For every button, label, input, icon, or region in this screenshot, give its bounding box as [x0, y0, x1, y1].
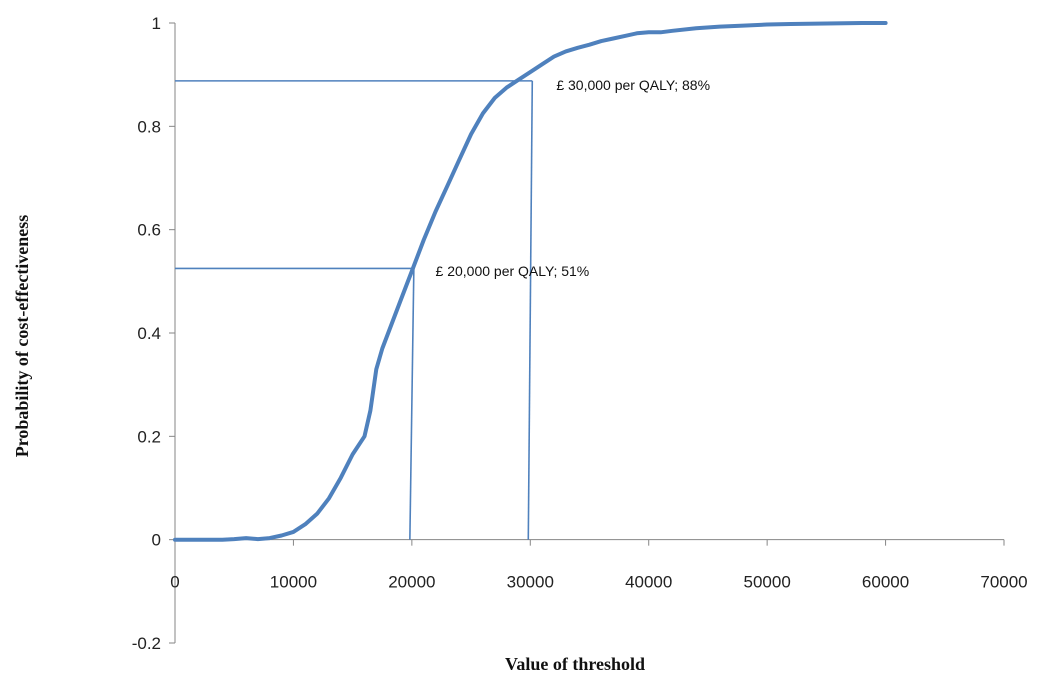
tick-labels: -0.2 0 0.2 0.4 0.6 0.8 1 0 10000 20000 30000 40000 5… — [132, 14, 1028, 653]
x-tick-label: 10000 — [270, 573, 317, 592]
y-tick-label: 0.8 — [137, 117, 161, 136]
annotation-label: £ 20,000 per QALY; 51% — [436, 263, 590, 279]
data-series — [173, 21, 888, 542]
reference-line-vertical — [527, 80, 534, 540]
x-axis-title: Value of threshold — [505, 654, 645, 674]
x-tick-label: 30000 — [507, 573, 554, 592]
y-tick-label: 0 — [152, 531, 161, 550]
y-tick-label: -0.2 — [132, 634, 161, 653]
x-tick-label: 70000 — [980, 573, 1027, 592]
y-tick-label: 0.4 — [137, 324, 161, 343]
chart-axes — [169, 22, 1005, 644]
x-tick-label: 60000 — [862, 573, 909, 592]
chart-annotations: £ 20,000 per QALY; 51% £ 30,000 per QALY;… — [436, 77, 711, 279]
reference-line-vertical — [409, 268, 415, 540]
x-tick-label: 0 — [170, 573, 179, 592]
y-tick-label: 0.2 — [137, 427, 161, 446]
x-tick-label: 20000 — [388, 573, 435, 592]
annotation-label: £ 30,000 per QALY; 88% — [556, 77, 710, 93]
y-tick-label: 1 — [152, 14, 161, 33]
reference-lines — [175, 80, 534, 540]
y-tick-label: 0.6 — [137, 221, 161, 240]
x-tick-label: 50000 — [744, 573, 791, 592]
y-axis-title: Probability of cost-effectiveness — [12, 215, 32, 458]
x-tick-label: 40000 — [625, 573, 672, 592]
series-line — [173, 21, 888, 542]
